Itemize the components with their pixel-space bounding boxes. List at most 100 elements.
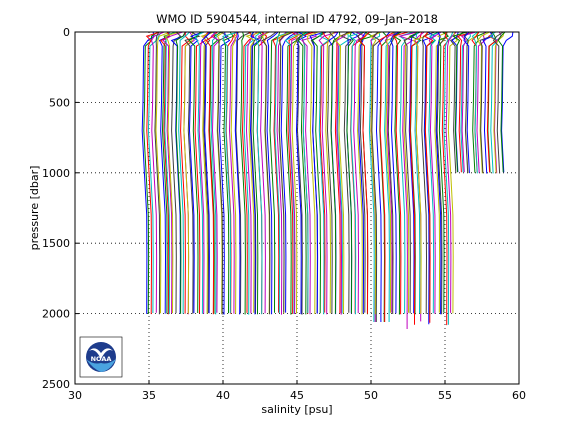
profile-line [145, 31, 161, 315]
profile-line [297, 31, 307, 315]
profile-line [452, 31, 467, 173]
profile-line [456, 31, 475, 173]
profile-line [301, 31, 309, 314]
profile-line [493, 31, 505, 174]
x-tick-label: 35 [142, 389, 156, 402]
profile-line [375, 31, 391, 322]
y-axis-label: pressure [dbar] [28, 166, 41, 251]
profile-line [291, 31, 308, 314]
profile-line [278, 31, 294, 313]
profile-line [249, 31, 261, 315]
profile-line [301, 31, 317, 315]
profile-line [476, 31, 486, 173]
y-tick-label: 1000 [42, 167, 70, 180]
x-tick-label: 45 [290, 389, 304, 402]
profile-line [435, 31, 442, 315]
y-tick-label: 2000 [42, 308, 70, 321]
profile-line [154, 31, 161, 315]
x-axis-ticks: 30 35 40 45 50 55 60 [68, 380, 526, 402]
profile-line [368, 31, 381, 322]
profile-line [205, 31, 218, 315]
profile-line [194, 31, 205, 314]
profile-line [311, 31, 324, 314]
profile-line [449, 31, 464, 173]
profile-line [287, 31, 298, 314]
x-tick-label: 55 [438, 389, 452, 402]
profile-series [141, 31, 514, 329]
noaa-logo: NOAA [79, 336, 123, 378]
profile-line [219, 31, 231, 315]
profile-line [274, 31, 291, 314]
profile-line [334, 31, 354, 314]
profile-line [371, 31, 381, 322]
x-tick-label: 40 [216, 389, 230, 402]
profile-line [155, 31, 171, 314]
profile-line [295, 31, 308, 315]
profile-line [188, 31, 204, 314]
profile-line [261, 31, 277, 315]
profile-line [409, 31, 422, 325]
profile-line [486, 31, 498, 173]
profile-line [398, 31, 418, 329]
grid-lines [75, 32, 519, 384]
profile-line [241, 31, 255, 313]
profile-line [501, 31, 514, 173]
profile-line [492, 31, 504, 174]
profile-line [387, 31, 396, 314]
profile-line [276, 31, 287, 315]
profile-line [266, 31, 279, 315]
profile-line [235, 31, 252, 314]
profile-line [392, 31, 402, 315]
profile-line [421, 31, 435, 314]
profile-line [318, 31, 339, 315]
profile-line [210, 31, 221, 313]
y-tick-label: 0 [63, 26, 70, 39]
profile-line [223, 31, 234, 314]
chart-title: WMO ID 5904544, internal ID 4792, 09–Jan… [156, 12, 438, 26]
profile-line [141, 31, 155, 314]
profile-line [160, 31, 171, 315]
profile-line [336, 31, 348, 315]
profile-line [378, 31, 396, 322]
profile-line [346, 31, 354, 314]
profile-line [230, 31, 240, 314]
profile-line [445, 31, 457, 313]
profile-line [356, 31, 366, 313]
profile-line [443, 31, 454, 325]
profile-line [340, 31, 352, 313]
profile-line [330, 31, 341, 314]
profile-line [200, 31, 215, 314]
profile-line [318, 31, 330, 315]
profile-line [210, 31, 219, 315]
profile-line [164, 31, 180, 314]
profile-line [269, 31, 281, 313]
profile-line [438, 31, 450, 313]
profile-line [245, 31, 262, 313]
x-axis-label: salinity [psu] [261, 403, 332, 416]
profile-line [309, 31, 326, 314]
profile-line [489, 31, 499, 174]
profile-line [295, 31, 311, 315]
profile-line [463, 31, 470, 174]
profile-line [188, 31, 202, 314]
profile-line [423, 31, 434, 323]
profile-line [477, 31, 490, 174]
profile-line [358, 31, 371, 314]
profile-line [272, 31, 288, 313]
x-tick-label: 50 [364, 389, 378, 402]
profile-line [348, 31, 364, 315]
profile-line [408, 31, 421, 314]
profile-line [482, 31, 494, 174]
profile-line [497, 31, 506, 173]
profile-line [428, 31, 442, 314]
profile-line [319, 31, 331, 313]
profile-line [384, 31, 401, 313]
profile-line [428, 31, 441, 314]
profile-line [369, 31, 382, 315]
profile-line [289, 31, 304, 314]
profile-line [385, 31, 398, 313]
profile-line [175, 31, 186, 314]
profile-line [398, 31, 414, 314]
noaa-logo-text: NOAA [91, 355, 112, 363]
profile-line [422, 31, 437, 325]
